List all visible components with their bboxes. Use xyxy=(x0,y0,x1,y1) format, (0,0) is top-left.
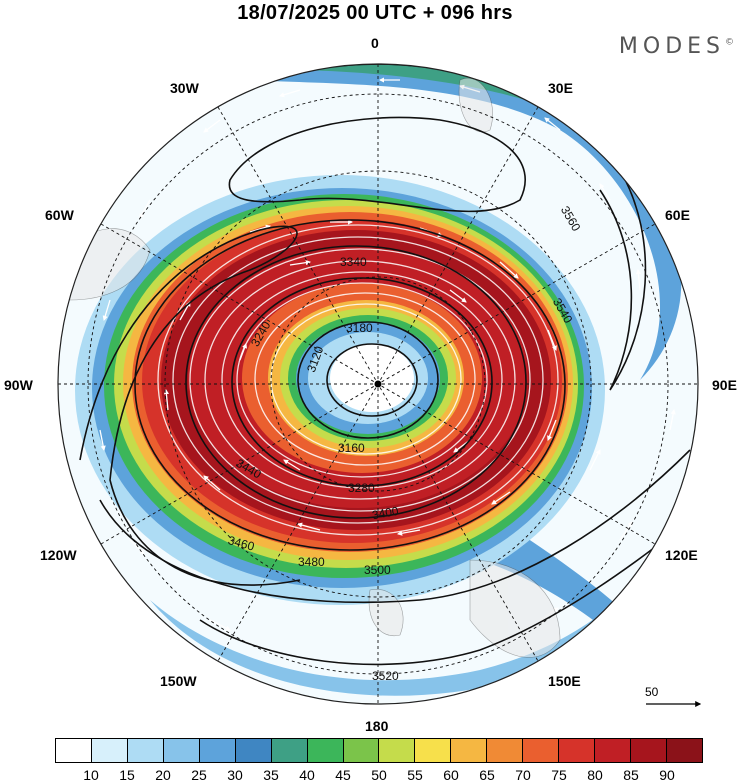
colorbar-cell xyxy=(379,739,416,762)
colorbar-cell xyxy=(235,739,272,762)
contour-label: 3500 xyxy=(364,563,391,577)
lon-label-120e: 120E xyxy=(665,547,698,563)
colorbar-tick-label: 60 xyxy=(443,767,459,783)
colorbar-tick-label: 65 xyxy=(479,767,495,783)
lon-label-150w: 150W xyxy=(160,673,197,689)
colorbar-cell xyxy=(487,739,524,762)
contour-label: 3340 xyxy=(340,255,367,269)
brand-logo: MODES© xyxy=(618,34,734,59)
lon-label-180: 180 xyxy=(365,718,389,734)
colorbar-cell xyxy=(199,739,236,762)
map-title: 18/07/2025 00 UTC + 096 hrs xyxy=(237,2,513,24)
colorbar-cell xyxy=(666,739,702,762)
colorbar-tick-label: 70 xyxy=(515,767,531,783)
lon-label-90w: 90W xyxy=(4,377,33,393)
colorbar-tick-label: 90 xyxy=(659,767,675,783)
contour-label: 3460 xyxy=(226,533,256,554)
lon-label-30e: 30E xyxy=(548,80,573,96)
colorbar-tick-label: 50 xyxy=(371,767,387,783)
colorbar-cell xyxy=(451,739,488,762)
colorbar-tick-label: 85 xyxy=(623,767,639,783)
contour-label: 3160 xyxy=(338,441,365,455)
contour-label: 3520 xyxy=(372,669,399,683)
contour-label: 3480 xyxy=(298,555,325,569)
contour-label: 3400 xyxy=(371,504,400,522)
reference-vector-label: 50 xyxy=(645,685,659,699)
colorbar-cell xyxy=(631,739,667,762)
colorbar-tick-label: 25 xyxy=(191,767,207,783)
colorbar-tick-label: 10 xyxy=(83,767,99,783)
colorbar-tick-label: 15 xyxy=(119,767,135,783)
contour-label: 3280 xyxy=(348,481,375,495)
colorbar-cell xyxy=(127,739,164,762)
colorbar-cell xyxy=(91,739,128,762)
lon-label-60w: 60W xyxy=(45,207,74,223)
colorbar-tick-label: 40 xyxy=(299,767,315,783)
colorbar-tick-label: 55 xyxy=(407,767,423,783)
colorbar-cell xyxy=(307,739,344,762)
contour-label: 3180 xyxy=(346,321,373,335)
colorbar-cell xyxy=(559,739,596,762)
lon-label-120w: 120W xyxy=(40,547,77,563)
colorbar-tick-label: 75 xyxy=(551,767,567,783)
colorbar-cell xyxy=(415,739,452,762)
colorbar-cell xyxy=(163,739,200,762)
wind-speed-field xyxy=(58,64,698,704)
colorbar-tick-label: 45 xyxy=(335,767,351,783)
lon-label-90e: 90E xyxy=(712,377,737,393)
colorbar-tick-label: 20 xyxy=(155,767,171,783)
wind-speed-colorbar xyxy=(55,738,703,763)
colorbar-cell xyxy=(271,739,308,762)
lon-label-150e: 150E xyxy=(548,673,581,689)
colorbar-cell xyxy=(523,739,560,762)
colorbar-tick-label: 35 xyxy=(263,767,279,783)
colorbar-cell xyxy=(56,739,92,762)
lon-label-0: 0 xyxy=(371,35,379,51)
colorbar-tick-label: 30 xyxy=(227,767,243,783)
lon-label-60e: 60E xyxy=(665,207,690,223)
colorbar-cell xyxy=(595,739,631,762)
lon-label-30w: 30W xyxy=(170,80,199,96)
colorbar-tick-label: 80 xyxy=(587,767,603,783)
colorbar-cell xyxy=(343,739,380,762)
